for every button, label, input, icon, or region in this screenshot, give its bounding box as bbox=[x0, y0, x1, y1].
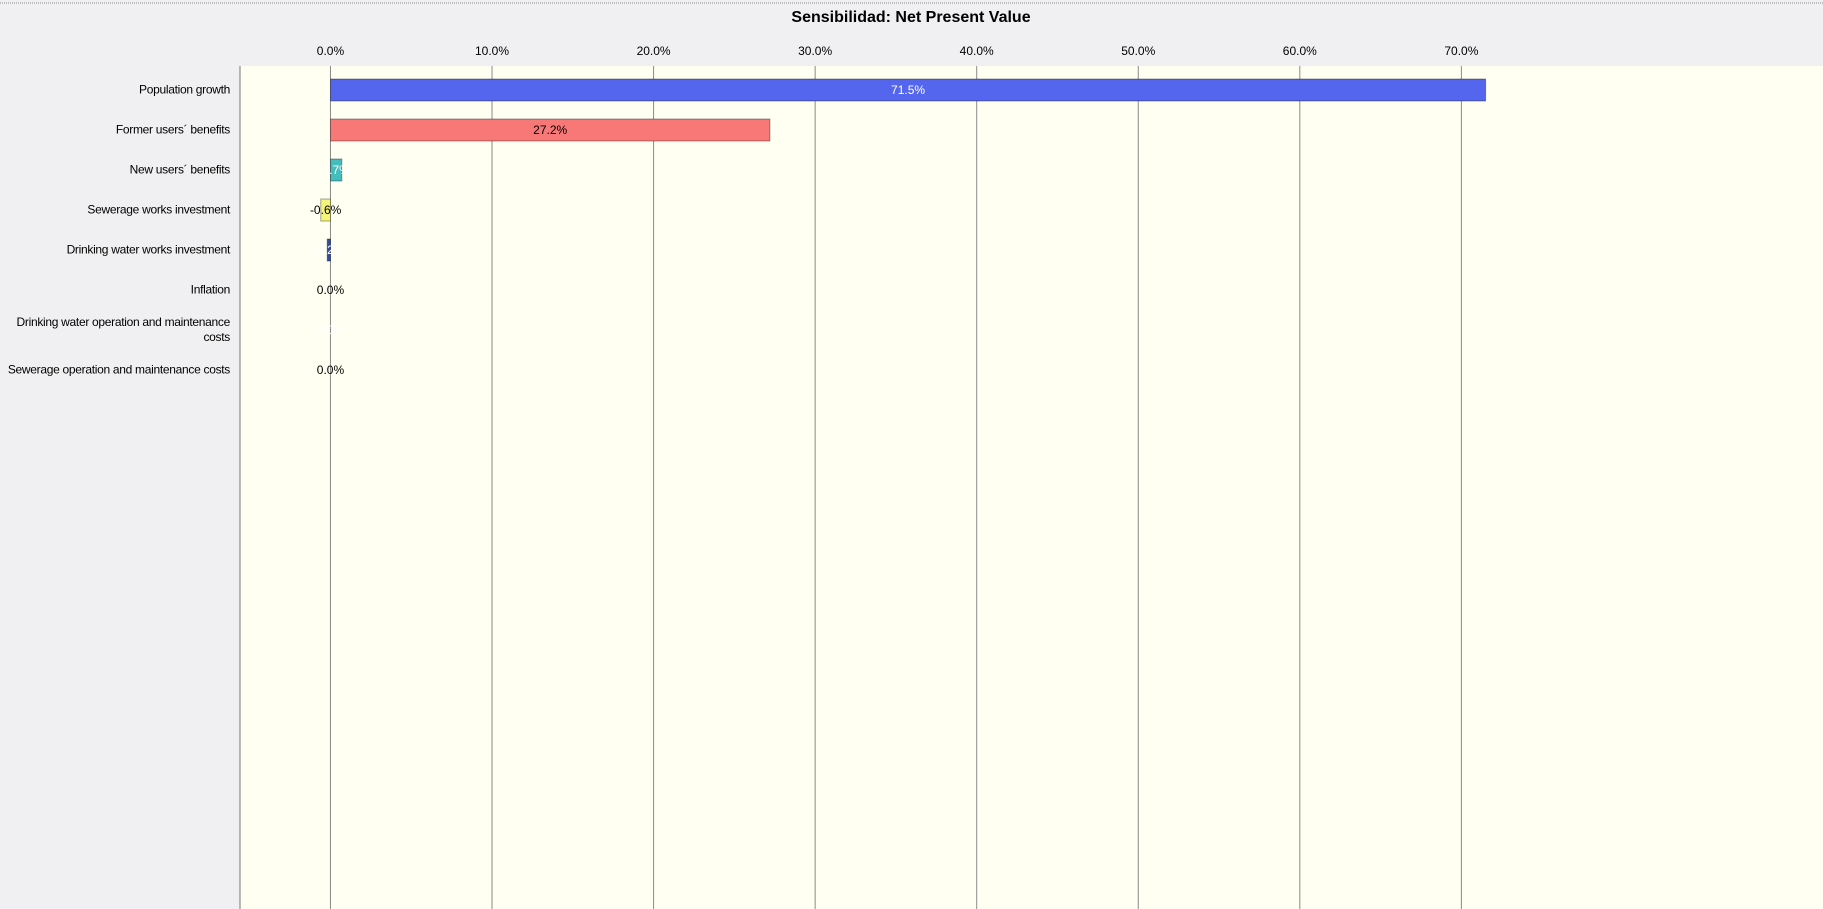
category-label: Population growth bbox=[139, 82, 230, 97]
value-label: 0.0% bbox=[317, 283, 345, 297]
category-label: Inflation bbox=[190, 282, 231, 297]
x-tick-label: 30.0% bbox=[798, 44, 832, 58]
value-label: 0.7% bbox=[322, 163, 350, 177]
category-label: New users´ benefits bbox=[129, 162, 231, 177]
bar bbox=[329, 158, 343, 182]
category-label: Former users´ benefits bbox=[115, 122, 230, 137]
value-label: -0.6% bbox=[310, 203, 342, 217]
x-tick-label: 40.0% bbox=[960, 44, 994, 58]
category-label: Drinking water works investment bbox=[66, 242, 231, 257]
bar bbox=[320, 198, 331, 222]
value-label: 71.5% bbox=[891, 83, 925, 97]
x-tick-label: 60.0% bbox=[1283, 44, 1317, 58]
plot-area bbox=[240, 66, 1823, 909]
value-label: 0.0% bbox=[317, 363, 345, 377]
chart-title: Sensibilidad: Net Present Value bbox=[791, 9, 1030, 26]
value-label: -0.2% bbox=[313, 243, 345, 257]
value-label: 27.2% bbox=[533, 123, 567, 137]
category-label: Sewerage operation and maintenance costs bbox=[7, 362, 230, 377]
x-tick-label: 20.0% bbox=[637, 44, 671, 58]
bar bbox=[326, 238, 331, 262]
x-tick-label: 70.0% bbox=[1444, 44, 1478, 58]
x-tick-label: 50.0% bbox=[1121, 44, 1155, 58]
category-label: Drinking water operation and maintenance… bbox=[16, 315, 231, 344]
x-tick-label: 10.0% bbox=[475, 44, 509, 58]
value-label: 0.0% bbox=[317, 323, 345, 337]
bar bbox=[329, 78, 1487, 102]
bar bbox=[329, 118, 771, 142]
x-tick-label: 0.0% bbox=[317, 44, 345, 58]
category-label: Sewerage works investment bbox=[87, 202, 230, 217]
